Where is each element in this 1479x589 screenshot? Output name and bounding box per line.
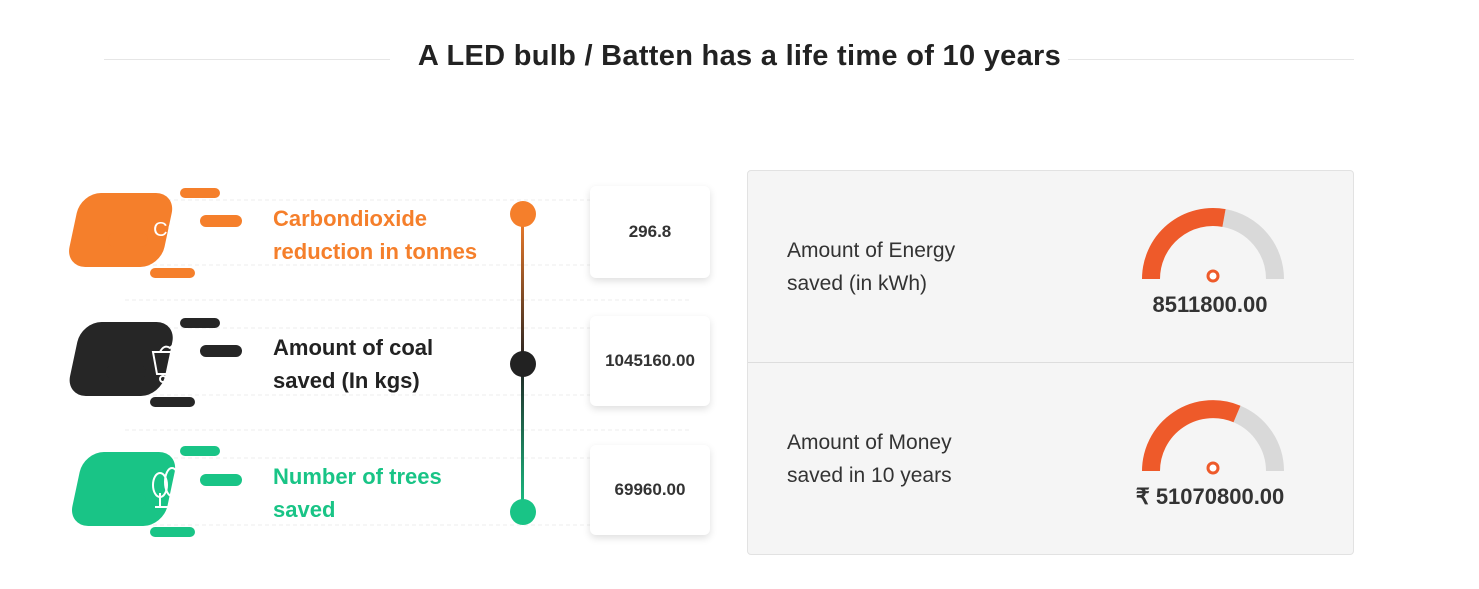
title: A LED bulb / Batten has a life time of 1… [417, 40, 1062, 72]
item-label: Number of trees saved [273, 464, 442, 522]
panel-value: ₹ 51070800.00 [1135, 484, 1285, 509]
coal-icon [69, 318, 242, 407]
dot [510, 351, 536, 377]
tree-icon [71, 446, 242, 537]
trees [152, 467, 192, 508]
gauge [1142, 208, 1284, 280]
gauge-pin [1206, 461, 1220, 475]
panel-value: 8511800.00 [1152, 292, 1268, 317]
item-label: Carbondioxide reduction in tonnes [273, 206, 478, 264]
rule [104, 59, 390, 60]
gauge-pin [1206, 269, 1220, 283]
item-label: Amount of coal saved (In kgs) [273, 335, 434, 393]
rule [1068, 59, 1354, 60]
icon-text: CO₂ [153, 219, 191, 241]
value-box: 296.8 [590, 186, 710, 278]
divider [748, 362, 1353, 363]
panel-label: Amount of Energy saved (in kWh) [787, 239, 956, 295]
gauge [1142, 400, 1284, 472]
panel-label: Amount of Money saved in 10 years [787, 431, 952, 487]
cart [151, 343, 193, 383]
value-box: 1045160.00 [590, 316, 710, 406]
co2-icon [69, 188, 242, 278]
value-box: 69960.00 [590, 445, 710, 535]
dot [510, 499, 536, 525]
dot [510, 201, 536, 227]
